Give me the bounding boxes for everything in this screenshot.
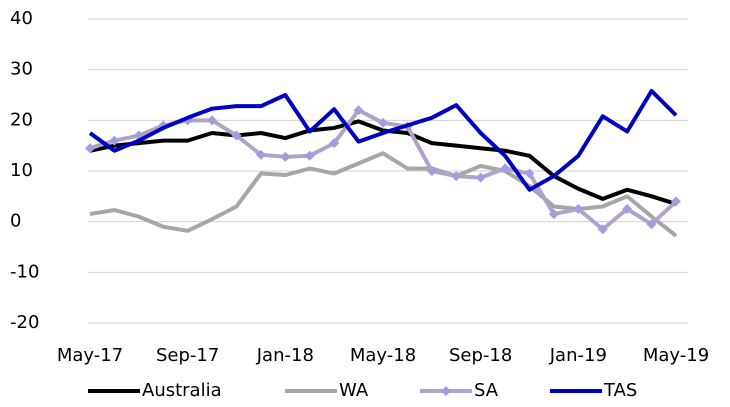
- line-series: [89, 119, 677, 206]
- point-marker: [524, 168, 535, 179]
- point-marker: [622, 204, 633, 214]
- point-marker: [280, 151, 291, 162]
- point-marker: [207, 115, 218, 126]
- y-tick-label: 30: [10, 59, 33, 80]
- point-marker: [500, 163, 511, 174]
- point-marker: [475, 172, 486, 183]
- y-tick-label: 40: [10, 8, 33, 29]
- x-tick-label: Jan-19: [549, 345, 607, 366]
- legend-label: Australia: [142, 380, 222, 401]
- line-series: [89, 108, 678, 232]
- point-marker: [573, 204, 584, 214]
- point-marker: [426, 166, 437, 176]
- point-marker: [548, 209, 559, 220]
- legend-label: SA: [474, 380, 499, 401]
- point-marker: [231, 130, 242, 141]
- y-tick-label: 10: [10, 160, 33, 181]
- x-tick-label: May-19: [643, 345, 709, 366]
- point-marker: [255, 149, 266, 160]
- x-tick-label: May-17: [57, 345, 123, 366]
- x-tick-label: Sep-17: [156, 345, 219, 366]
- legend-label: WA: [339, 380, 369, 401]
- point-marker: [85, 143, 95, 154]
- y-tick-label: 20: [10, 109, 33, 130]
- point-marker: [451, 171, 462, 182]
- point-marker: [378, 117, 388, 128]
- x-tick-label: May-18: [350, 345, 416, 366]
- point-marker: [304, 150, 315, 161]
- point-marker: [646, 219, 657, 230]
- y-tick-label: -10: [10, 261, 39, 282]
- legend-marker: [441, 386, 451, 396]
- y-tick-label: -20: [10, 312, 39, 333]
- y-tick-label: 0: [10, 211, 21, 232]
- x-tick-label: Jan-18: [256, 345, 314, 366]
- point-marker: [671, 196, 681, 207]
- legend-label: TAS: [603, 380, 637, 401]
- x-tick-label: Sep-18: [449, 345, 512, 366]
- point-marker: [109, 135, 120, 146]
- point-marker: [353, 105, 364, 116]
- point-marker: [597, 224, 608, 235]
- line-series: [88, 88, 678, 192]
- point-marker: [329, 138, 340, 149]
